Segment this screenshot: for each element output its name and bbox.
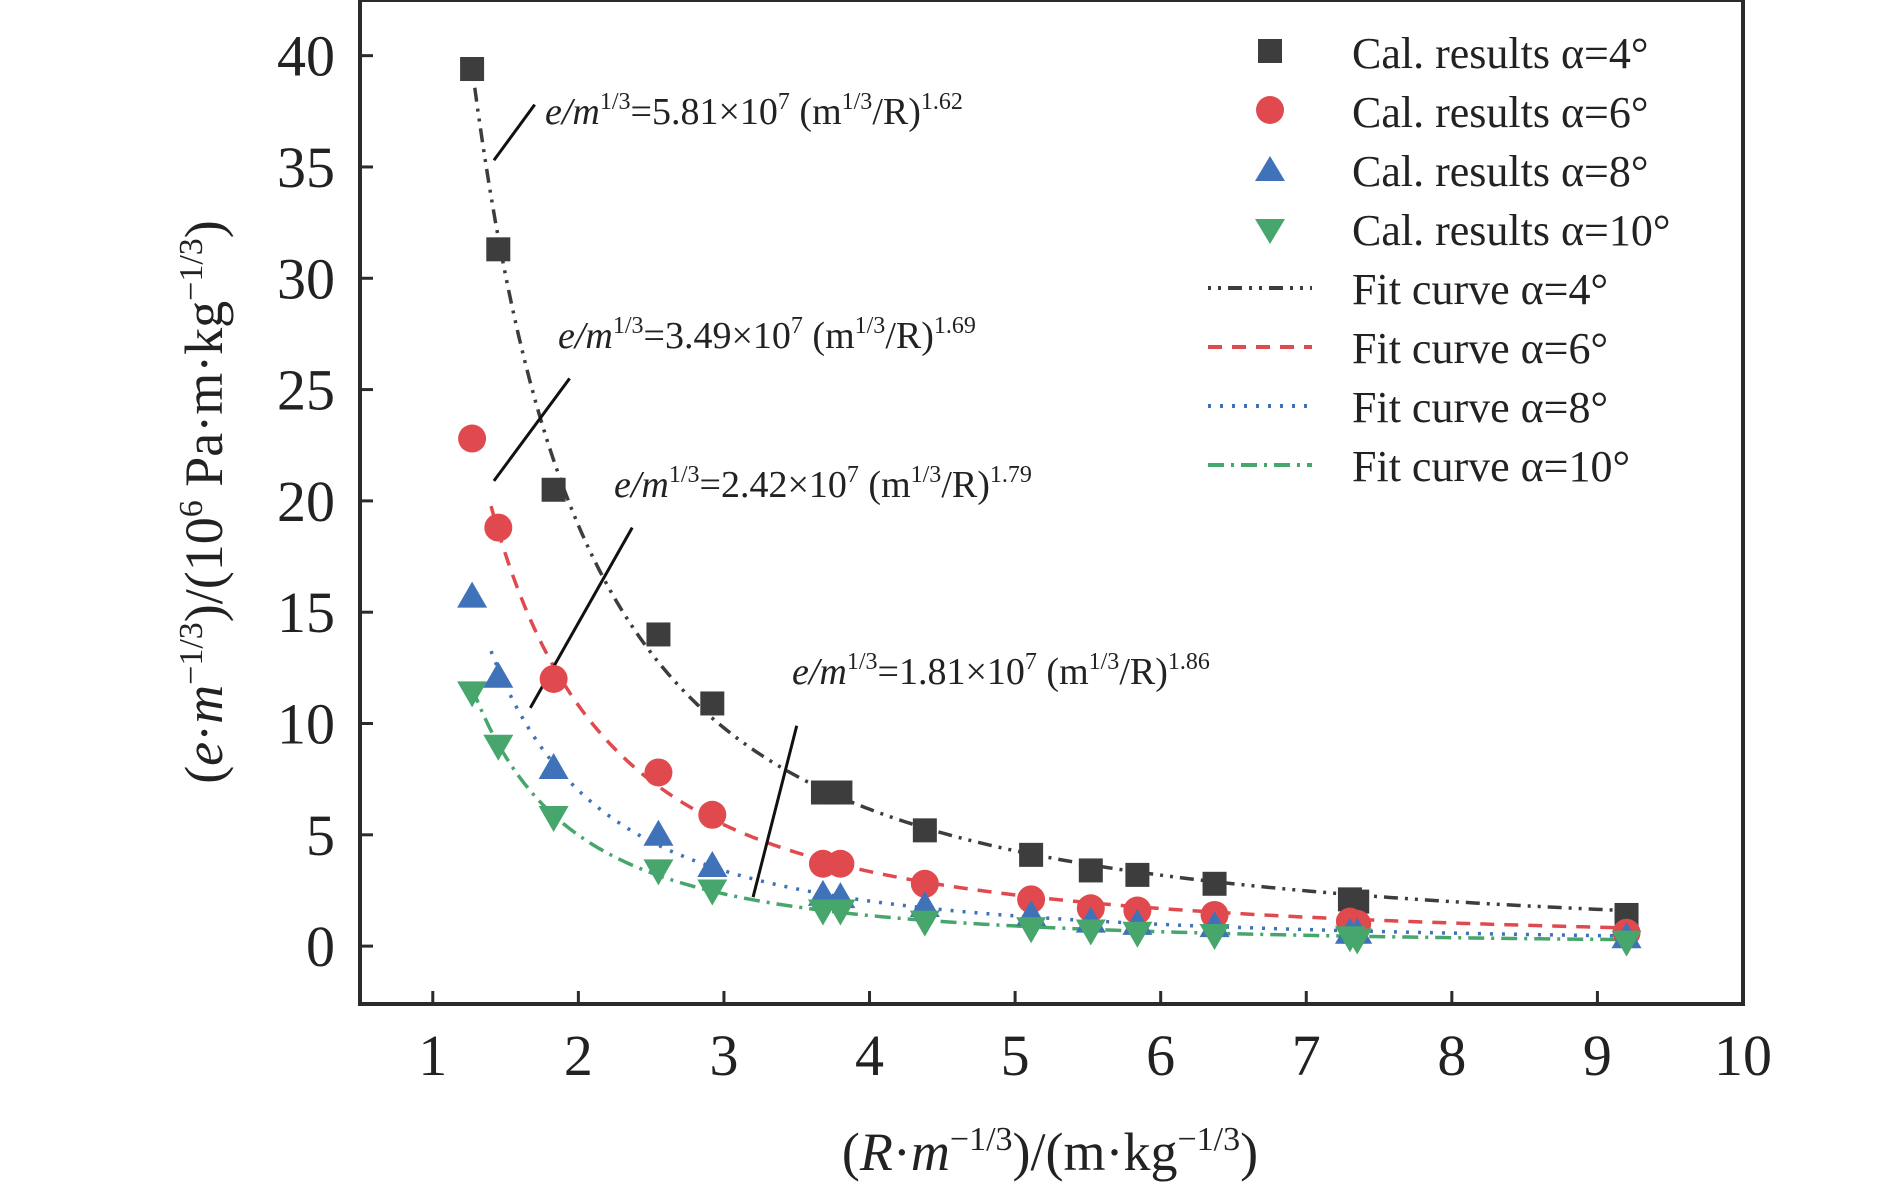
- data-point-circle: [1017, 885, 1046, 914]
- legend-label: Fit curve α=10°: [1352, 442, 1630, 491]
- y-tick-label: 30: [277, 246, 335, 311]
- x-tick-label: 7: [1292, 1023, 1321, 1088]
- data-point-square: [460, 57, 485, 82]
- legend: Cal. results α=4° Cal. results α=6° Cal.…: [1208, 29, 1670, 491]
- data-point-triangle-up: [483, 661, 514, 688]
- y-tick-label: 35: [277, 135, 335, 200]
- data-point-triangle-down: [1075, 919, 1106, 946]
- data-point-triangle-down: [538, 806, 569, 833]
- fit-curve-3: [470, 687, 1627, 942]
- data-point-triangle-down: [697, 879, 728, 906]
- data-point-triangle-up: [457, 581, 488, 608]
- legend-label: Cal. results α=4°: [1352, 29, 1648, 78]
- data-point-triangle-up: [807, 879, 838, 906]
- svg-text:(e·m−1/3)/(106 Pa·m·kg−1/3): (e·m−1/3)/(106 Pa·m·kg−1/3): [173, 220, 234, 784]
- data-point-square: [1125, 862, 1150, 887]
- y-tick-label: 10: [277, 692, 335, 757]
- legend-item-fit-10: Fit curve α=10°: [1208, 442, 1630, 491]
- y-tick-label: 15: [277, 580, 335, 645]
- y-tick-label: 0: [306, 914, 335, 979]
- data-point-triangle-down: [457, 681, 488, 708]
- annotation-fit-6: e/m1/3=3.49×107 (m1/3/R)1.69: [558, 313, 976, 357]
- legend-item-cal-8: Cal. results α=8°: [1255, 147, 1648, 196]
- data-point-triangle-down: [1342, 928, 1373, 955]
- data-point-triangle-down: [825, 899, 856, 926]
- annotation-fit-10: e/m1/3=1.81×107 (m1/3/R)1.86: [792, 649, 1210, 693]
- annotation-fit-4: e/m1/3=5.81×107 (m1/3/R)1.62: [545, 89, 963, 133]
- data-point-triangle-up: [538, 753, 569, 780]
- data-point-square: [912, 818, 937, 843]
- data-point-circle: [644, 758, 673, 787]
- y-tick-label: 5: [306, 803, 335, 868]
- x-tick-label: 5: [1001, 1023, 1030, 1088]
- data-point-square: [486, 237, 511, 262]
- legend-label: Cal. results α=10°: [1352, 206, 1670, 255]
- x-tick-label: 2: [564, 1023, 593, 1088]
- data-point-triangle-down: [643, 859, 674, 886]
- data-point-square: [646, 622, 671, 647]
- data-point-triangle-down: [1199, 923, 1230, 950]
- fit-curve-2: [489, 650, 1627, 938]
- data-points: [457, 57, 1642, 957]
- ticks-layer: 1 2 3 4 5 6 7 8 9 10 0 5 10 15 20 25 30 35 40: [277, 24, 1772, 1088]
- data-point-circle: [539, 664, 568, 693]
- data-point-triangle-up: [643, 819, 674, 846]
- annotation-fit-8: e/m1/3=2.42×107 (m1/3/R)1.79: [614, 462, 1032, 506]
- data-point-triangle-down: [1122, 921, 1153, 948]
- y-axis-title: (e·m−1/3)/(106 Pa·m·kg−1/3): [173, 220, 234, 784]
- legend-item-cal-6: Cal. results α=6°: [1256, 88, 1648, 137]
- y-tick-label: 40: [277, 24, 335, 89]
- data-point-triangle-up: [697, 850, 728, 877]
- legend-item-fit-4: Fit curve α=4°: [1208, 265, 1608, 314]
- legend-marker-square: [1258, 39, 1282, 63]
- legend-label: Cal. results α=8°: [1352, 147, 1648, 196]
- data-point-square: [828, 780, 853, 805]
- data-point-triangle-down: [909, 910, 940, 937]
- legend-item-cal-10: Cal. results α=10°: [1255, 206, 1670, 255]
- annotation-pointer-1: [492, 377, 571, 482]
- legend-item-fit-8: Fit curve α=8°: [1208, 383, 1608, 432]
- data-point-circle: [458, 424, 487, 453]
- legend-label: Fit curve α=6°: [1352, 324, 1608, 373]
- data-point-square: [541, 477, 566, 502]
- data-point-circle: [698, 800, 727, 829]
- x-axis-title: (R·m−1/3)/(m·kg−1/3): [842, 1121, 1258, 1182]
- x-tick-label: 8: [1437, 1023, 1466, 1088]
- data-point-triangle-down: [1016, 917, 1047, 944]
- fit-curves: [470, 67, 1627, 942]
- legend-item-fit-6: Fit curve α=6°: [1208, 324, 1608, 373]
- y-tick-label: 25: [277, 358, 335, 423]
- x-tick-label: 3: [709, 1023, 738, 1088]
- y-tick-label: 20: [277, 469, 335, 534]
- data-point-square: [1078, 858, 1103, 883]
- data-point-triangle-down: [1611, 930, 1642, 957]
- x-tick-label: 1: [418, 1023, 447, 1088]
- fit-curve-1: [489, 505, 1627, 930]
- data-point-square: [700, 691, 725, 716]
- data-point-circle: [826, 849, 855, 878]
- x-tick-label: 10: [1714, 1023, 1772, 1088]
- x-tick-label: 9: [1583, 1023, 1612, 1088]
- annotation-pointer-3: [751, 725, 799, 898]
- legend-marker-triangle-up: [1255, 156, 1285, 181]
- data-point-square: [1019, 842, 1044, 867]
- legend-marker-triangle-down: [1255, 219, 1285, 244]
- legend-label: Fit curve α=8°: [1352, 383, 1608, 432]
- legend-marker-circle: [1256, 96, 1284, 124]
- x-tick-label: 4: [855, 1023, 884, 1088]
- data-point-square: [1202, 871, 1227, 896]
- legend-label: Cal. results α=6°: [1352, 88, 1648, 137]
- fit-curve-0: [470, 67, 1627, 913]
- data-point-triangle-down: [483, 734, 514, 761]
- data-point-circle: [910, 869, 939, 898]
- data-point-circle: [484, 513, 513, 542]
- legend-label: Fit curve α=4°: [1352, 265, 1608, 314]
- annotation-pointer-0: [492, 103, 536, 162]
- data-point-triangle-up: [909, 891, 940, 918]
- x-tick-label: 6: [1146, 1023, 1175, 1088]
- legend-item-cal-4: Cal. results α=4°: [1258, 29, 1648, 78]
